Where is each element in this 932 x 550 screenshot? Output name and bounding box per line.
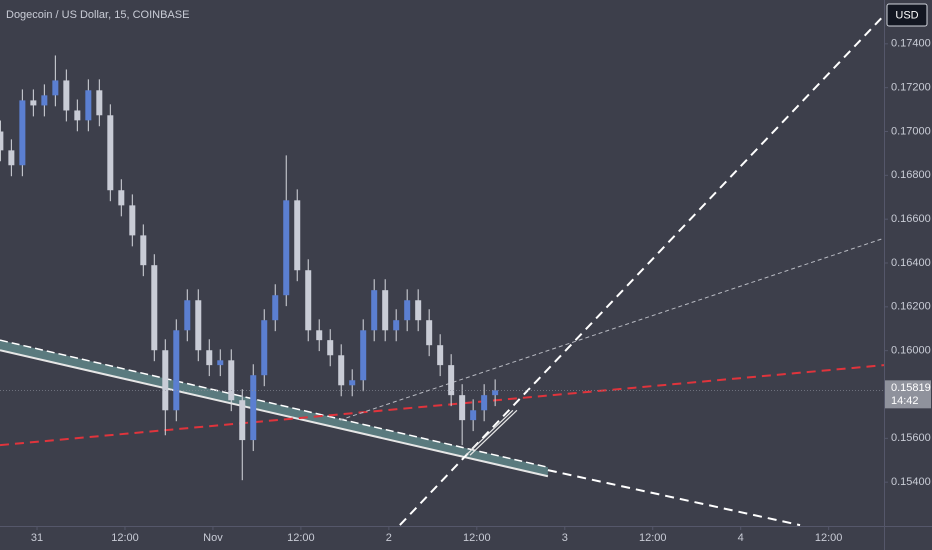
candle-body <box>448 365 455 396</box>
candle-body <box>228 360 235 401</box>
candle-body <box>349 380 356 386</box>
candle-body <box>261 320 268 376</box>
candle-body <box>404 300 411 321</box>
candle-body <box>305 270 312 331</box>
candle-body <box>250 375 257 441</box>
x-tick-label: 2 <box>386 532 392 544</box>
candles <box>0 55 499 481</box>
candle-body <box>206 350 213 366</box>
trend-line <box>0 339 549 468</box>
x-tick-label: 12:00 <box>815 532 843 544</box>
candle-body <box>107 115 114 191</box>
candle-body <box>162 350 169 411</box>
trend-channel <box>0 340 548 477</box>
trend-line <box>339 237 885 421</box>
candle-body <box>19 100 26 166</box>
y-tick-label: 0.16200 <box>891 301 931 313</box>
candle-body <box>437 345 444 366</box>
candle-body <box>481 395 488 411</box>
trend-line <box>399 14 885 526</box>
candle-body <box>0 131 4 151</box>
x-tick-label: 31 <box>31 532 43 544</box>
candle-body <box>140 235 147 266</box>
y-tick-label: 0.17200 <box>891 82 931 94</box>
candle-body <box>382 290 389 331</box>
y-tick-label: 0.16600 <box>891 213 931 225</box>
x-tick-label: 12:00 <box>639 532 667 544</box>
candle-body <box>96 90 103 116</box>
currency-label[interactable]: USD <box>895 9 918 21</box>
candle-body <box>272 295 279 321</box>
candle-body <box>327 340 334 356</box>
candle-body <box>371 290 378 331</box>
candle-body <box>52 80 59 96</box>
trend-line <box>0 349 549 478</box>
x-tick-label: 12:00 <box>463 532 491 544</box>
candle-body <box>294 200 301 271</box>
y-tick-label: 0.16000 <box>891 345 931 357</box>
last-price-label: 0.15819 <box>891 382 931 394</box>
candle-body <box>415 300 422 321</box>
candle-body <box>459 395 466 421</box>
candle-body <box>239 400 246 441</box>
last-price-box <box>885 380 931 409</box>
candle-body <box>492 390 499 396</box>
y-tick-label: 0.17400 <box>891 38 931 50</box>
y-tick-label: 0.15600 <box>891 432 931 444</box>
countdown-label: 14:42 <box>891 395 919 407</box>
chart-title: Dogecoin / US Dollar, 15, COINBASE <box>6 9 189 21</box>
candle-body <box>393 320 400 331</box>
trend-line <box>469 409 518 456</box>
candle-body <box>30 100 37 106</box>
x-tick-label: Nov <box>203 532 223 544</box>
candle-body <box>195 300 202 351</box>
trend-line <box>0 364 885 447</box>
trend-line <box>465 409 514 456</box>
trend-line <box>547 469 801 527</box>
candle-body <box>338 355 345 386</box>
y-tick-label: 0.16400 <box>891 257 931 269</box>
candle-body <box>360 330 367 381</box>
candle-body <box>283 200 290 296</box>
x-tick-label: 3 <box>562 532 568 544</box>
y-tick-label: 0.15400 <box>891 476 931 488</box>
drawings <box>0 14 885 527</box>
candle-body <box>118 190 125 206</box>
candle-body <box>74 110 81 121</box>
candle-body <box>426 320 433 346</box>
x-tick-label: 12:00 <box>111 532 139 544</box>
candle-body <box>173 330 180 411</box>
currency-box[interactable] <box>886 3 928 27</box>
x-tick-label: 4 <box>738 532 744 544</box>
candle-body <box>129 205 136 236</box>
candle-body <box>8 150 15 166</box>
candle-body <box>217 360 224 366</box>
y-tick-label: 0.17000 <box>891 125 931 137</box>
candle-body <box>316 330 323 341</box>
candle-body <box>470 410 477 421</box>
candle-body <box>41 95 48 106</box>
candle-body <box>63 80 70 111</box>
candle-body <box>184 300 191 331</box>
y-tick-label: 0.16800 <box>891 169 931 181</box>
candle-body <box>85 90 92 121</box>
x-tick-label: 12:00 <box>287 532 315 544</box>
candle-body <box>151 265 158 351</box>
